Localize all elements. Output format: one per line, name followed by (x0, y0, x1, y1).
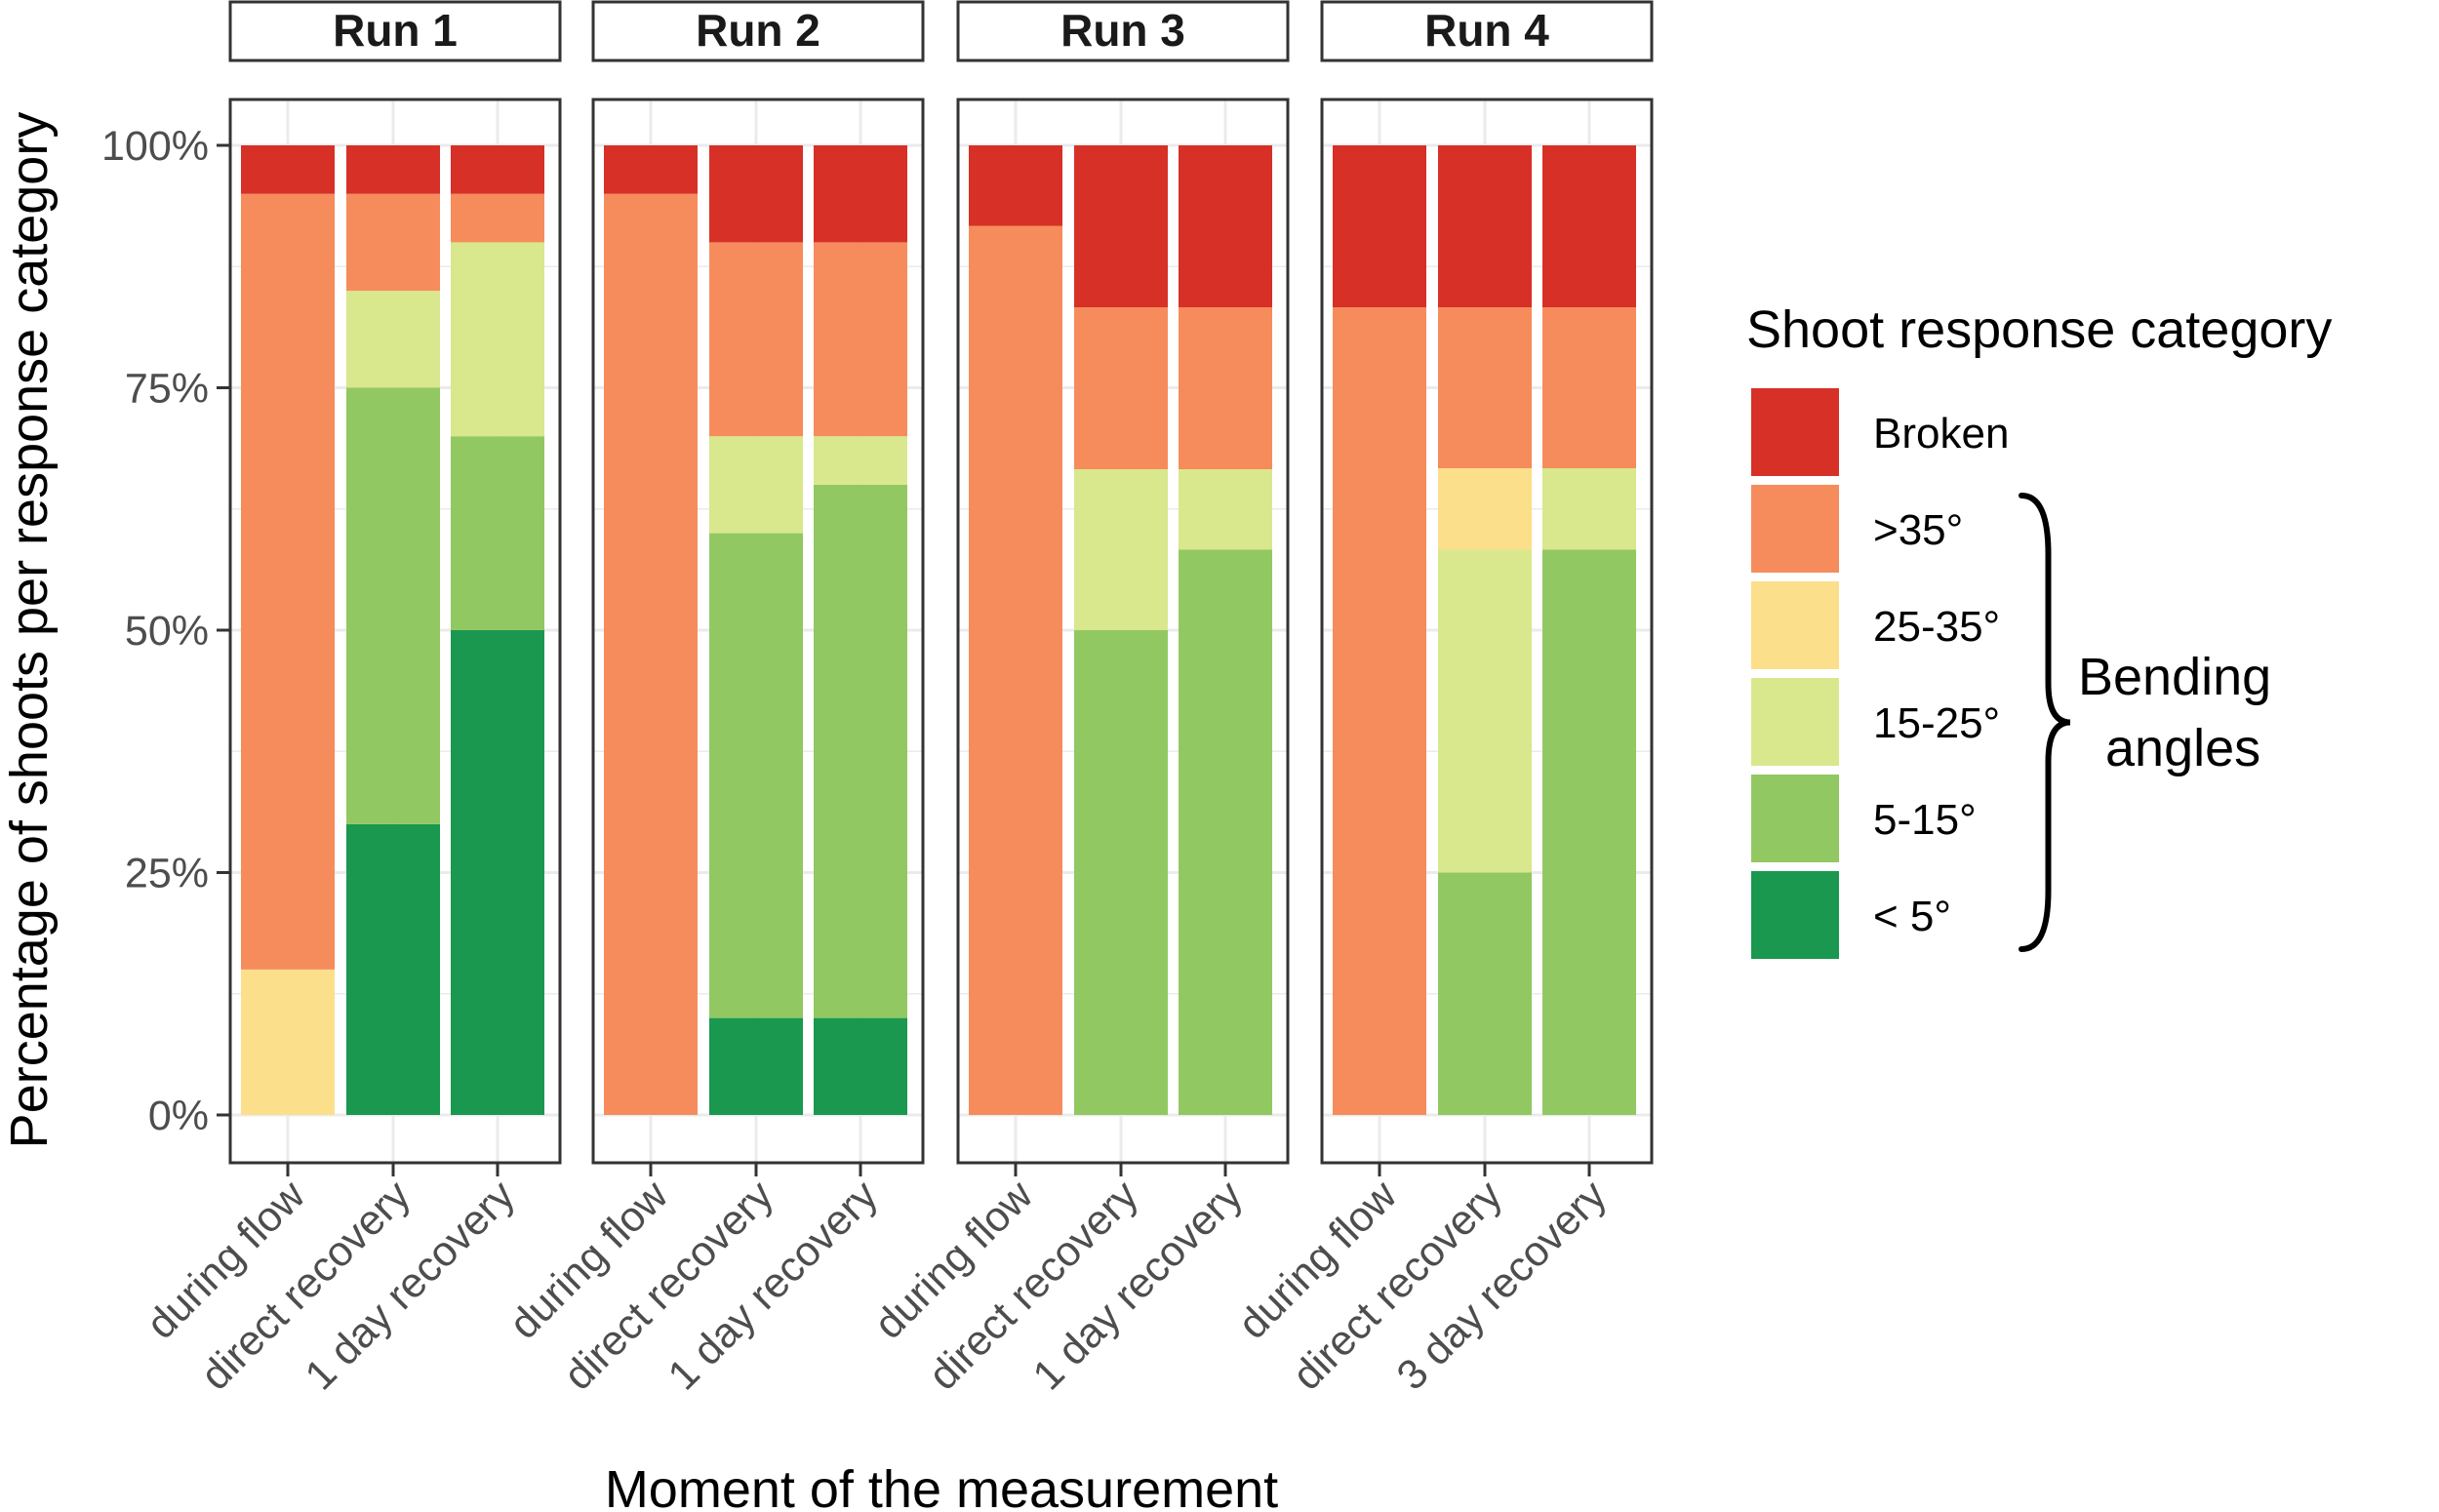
legend-key-swatch (1751, 775, 1839, 862)
y-tick-label: 0% (148, 1093, 209, 1139)
facet-strip-title: Run 4 (1424, 5, 1549, 56)
bar-segment-gt35deg (241, 193, 335, 970)
bar-segment-lt-5deg (814, 1017, 907, 1115)
bar-segment-broken (969, 145, 1062, 226)
legend-key-swatch (1751, 485, 1839, 573)
bar-segment-broken (346, 145, 440, 194)
legend: Shoot response category Broken >35° 25-35°… (1746, 300, 2332, 959)
bar-segment-5-15deg (346, 387, 440, 824)
legend-items: Broken >35° 25-35° 15-25° 5-15° < 5° (1751, 388, 2009, 959)
facet-strip (228, 0, 562, 62)
facet-strip-title: Run 2 (696, 5, 820, 56)
bar-segment-broken (1542, 145, 1636, 307)
legend-label: 5-15° (1873, 796, 1977, 844)
bar-segment-broken (451, 145, 544, 194)
legend-item-25-35deg: 25-35° (1751, 581, 2000, 669)
panel-border (956, 98, 1290, 1165)
legend-label: < 5° (1873, 893, 1951, 940)
legend-item-broken: Broken (1751, 388, 2009, 476)
bar-segment-5-15deg (1179, 549, 1272, 1115)
bending-angles-brace (2019, 493, 2071, 952)
bar-segment-gt35deg (969, 225, 1062, 1115)
bar-segment-15-25deg (1074, 468, 1168, 630)
legend-title: Shoot response category (1746, 300, 2332, 359)
bar-segment-broken (1438, 145, 1532, 307)
bar-segment-broken (709, 145, 803, 243)
legend-key-swatch (1751, 678, 1839, 766)
legend-key-swatch (1751, 871, 1839, 959)
bar-segment-broken (604, 145, 698, 194)
bar-segment-broken (1333, 145, 1426, 307)
y-tick-label: 75% (125, 366, 209, 413)
y-tick-label: 25% (125, 851, 209, 897)
facet-strip-title: Run 1 (333, 5, 458, 56)
bar-segment-lt-5deg (346, 823, 440, 1115)
legend-item-gt35deg: >35° (1751, 485, 1963, 573)
legend-label: 25-35° (1873, 603, 2000, 651)
y-axis-title: Percentage of shoots per response catego… (0, 112, 59, 1149)
y-axis: 0% 25% 50% 75% 100% (101, 123, 230, 1139)
facet-strip (956, 0, 1290, 62)
legend-label: 15-25° (1873, 699, 2000, 747)
bar-segment-gt35deg (1074, 306, 1168, 469)
bar-segment-gt35deg (604, 193, 698, 1115)
bar-segment-15-25deg (1542, 468, 1636, 550)
bar-segment-15-25deg (451, 242, 544, 437)
bar-segment-gt35deg (1542, 306, 1636, 469)
legend-label: Broken (1873, 410, 2009, 458)
bar-segment-5-15deg (709, 533, 803, 1018)
legend-key-swatch (1751, 581, 1839, 669)
panel-border (1320, 98, 1654, 1165)
bar-segment-5-15deg (1542, 549, 1636, 1115)
bending-angles-label-line2: angles (2105, 719, 2260, 777)
legend-item-lt-5deg: < 5° (1751, 871, 1951, 959)
bar-segment-gt35deg (1179, 306, 1272, 469)
bar-segment-gt35deg (1333, 306, 1426, 1115)
bar-segment-15-25deg (709, 436, 803, 534)
bar-segment-gt35deg (814, 242, 907, 437)
bar-segment-15-25deg (346, 291, 440, 388)
bar-segment-5-15deg (1438, 872, 1532, 1115)
y-tick-label: 100% (101, 123, 209, 170)
bar-segment-broken (1074, 145, 1168, 307)
bar-segment-lt-5deg (709, 1017, 803, 1115)
facet-strip (1320, 0, 1654, 62)
bar-segment-gt35deg (1438, 306, 1532, 469)
panel-border (591, 98, 925, 1165)
bar-segment-broken (814, 145, 907, 243)
bar-segment-broken (1179, 145, 1272, 307)
facet-strip-title: Run 3 (1060, 5, 1185, 56)
legend-item-15-25deg: 15-25° (1751, 678, 2000, 766)
bar-segment-25-35deg (1438, 468, 1532, 550)
legend-item-5-15deg: 5-15° (1751, 775, 1977, 862)
legend-key-swatch (1751, 388, 1839, 476)
facet-strip (591, 0, 925, 62)
bar-segment-25-35deg (241, 969, 335, 1115)
bar-segment-5-15deg (814, 484, 907, 1018)
bar-segment-5-15deg (1074, 630, 1168, 1115)
bar-segment-lt-5deg (451, 630, 544, 1115)
bar-segment-15-25deg (1179, 468, 1272, 550)
y-tick-label: 50% (125, 608, 209, 655)
bar-segment-gt35deg (346, 193, 440, 292)
bar-segment-15-25deg (1438, 549, 1532, 873)
legend-label: >35° (1873, 506, 1963, 554)
bar-segment-5-15deg (451, 436, 544, 630)
bar-segment-broken (241, 145, 335, 194)
bar-segment-15-25deg (814, 436, 907, 485)
bending-angles-label-line1: Bending (2078, 648, 2271, 706)
bar-segment-gt35deg (709, 242, 803, 437)
bar-segment-gt35deg (451, 193, 544, 243)
x-axis-title: Moment of the measurement (605, 1460, 1278, 1512)
